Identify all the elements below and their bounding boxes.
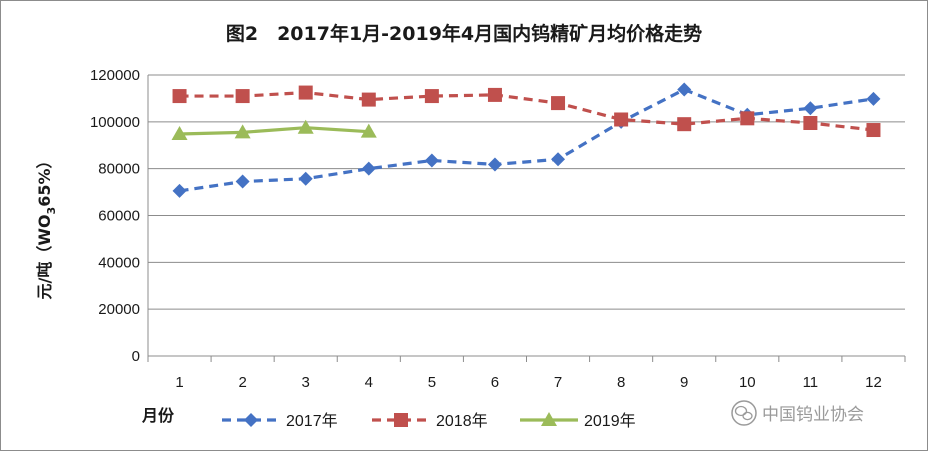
watermark-text: 中国钨业协会 — [762, 405, 864, 425]
x-tick-label: 3 — [302, 374, 310, 391]
data-point — [361, 92, 376, 107]
series-line — [179, 87, 874, 193]
data-point — [866, 123, 881, 138]
data-point — [803, 116, 818, 131]
x-tick-label: 9 — [680, 374, 688, 391]
y-tick-label: 0 — [132, 348, 140, 365]
data-point — [424, 153, 439, 168]
y-tick-label: 60000 — [98, 208, 140, 225]
x-tick-label: 5 — [428, 374, 436, 391]
x-tick-label: 2 — [238, 374, 246, 391]
y-tick-label: 80000 — [98, 161, 140, 178]
data-point — [740, 111, 755, 126]
data-point — [298, 171, 313, 186]
data-point — [394, 413, 408, 427]
x-axis: 1 2 3 4 5 6 7 8 9 10 11 12 — [147, 355, 906, 391]
y-tick-label: 120000 — [90, 67, 140, 84]
data-point — [244, 413, 258, 427]
legend: 2017年 2018年 2019年 — [222, 412, 636, 430]
data-point — [235, 174, 250, 189]
wechat-icon — [731, 400, 757, 426]
data-point — [551, 96, 566, 111]
legend-item: 2018年 — [372, 412, 488, 430]
data-point — [551, 152, 566, 167]
y-tick-label: 100000 — [90, 114, 140, 131]
data-point — [424, 89, 439, 104]
data-point — [866, 91, 881, 106]
x-tick-label: 4 — [365, 374, 373, 391]
data-point — [297, 119, 314, 134]
gridlines — [147, 74, 905, 356]
y-tick-label: 40000 — [98, 254, 140, 271]
legend-label: 2018年 — [436, 412, 488, 430]
chart-title: 图2 2017年1月-2019年4月国内钨精矿月均价格走势 — [226, 22, 702, 45]
series-layer — [171, 82, 881, 198]
y-tick-label: 20000 — [98, 301, 140, 318]
data-point — [614, 112, 629, 127]
data-point — [171, 126, 188, 141]
legend-item: 2017年 — [222, 412, 338, 430]
series-2019年 — [171, 119, 377, 141]
series-line — [179, 90, 874, 132]
data-point — [235, 89, 250, 104]
series-line — [179, 126, 369, 136]
y-axis-title: 元/吨（WO365%） — [35, 152, 58, 299]
data-point — [361, 161, 376, 176]
x-tick-label: 7 — [554, 374, 562, 391]
data-point — [487, 157, 502, 172]
data-point — [172, 89, 187, 104]
watermark: 中国钨业协会 — [731, 400, 864, 426]
legend-label: 2017年 — [286, 412, 338, 430]
x-tick-label: 8 — [617, 374, 625, 391]
x-tick-label: 10 — [739, 374, 756, 391]
data-point — [677, 117, 692, 132]
data-point — [234, 124, 251, 139]
legend-label: 2019年 — [584, 412, 636, 430]
x-tick-label: 11 — [803, 374, 819, 391]
data-point — [541, 412, 557, 426]
data-point — [298, 85, 313, 100]
data-point — [803, 101, 818, 116]
data-point — [360, 123, 377, 138]
data-point — [677, 82, 692, 97]
x-axis-title: 月份 — [141, 406, 175, 425]
y-tick-labels: 0 20000 40000 60000 80000 100000 120000 — [90, 67, 140, 365]
series-2018年 — [172, 85, 881, 138]
x-tick-label: 6 — [491, 374, 499, 391]
x-tick-label: 1 — [175, 374, 183, 391]
data-point — [172, 183, 187, 198]
legend-item: 2019年 — [520, 412, 636, 430]
data-point — [487, 87, 502, 102]
x-tick-label: 12 — [865, 374, 882, 391]
